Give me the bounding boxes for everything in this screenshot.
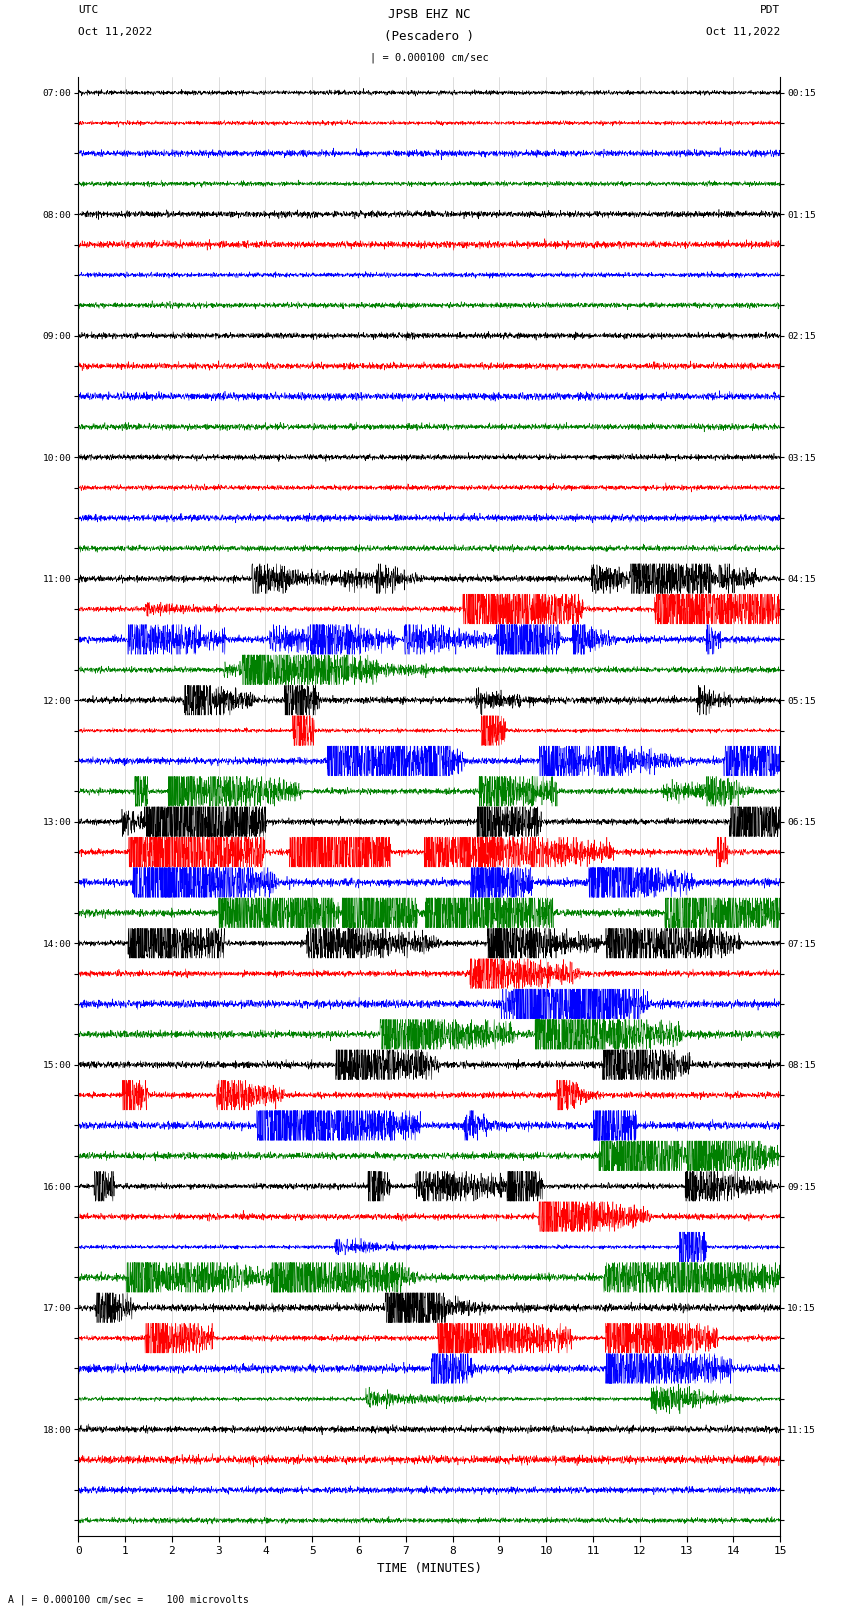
Text: Oct 11,2022: Oct 11,2022 <box>78 27 152 37</box>
Text: PDT: PDT <box>760 5 780 15</box>
Text: (Pescadero ): (Pescadero ) <box>384 31 474 44</box>
Text: UTC: UTC <box>78 5 99 15</box>
Text: Oct 11,2022: Oct 11,2022 <box>706 27 780 37</box>
Text: | = 0.000100 cm/sec: | = 0.000100 cm/sec <box>370 53 489 63</box>
Text: A | = 0.000100 cm/sec =    100 microvolts: A | = 0.000100 cm/sec = 100 microvolts <box>8 1594 249 1605</box>
X-axis label: TIME (MINUTES): TIME (MINUTES) <box>377 1561 482 1574</box>
Text: JPSB EHZ NC: JPSB EHZ NC <box>388 8 471 21</box>
